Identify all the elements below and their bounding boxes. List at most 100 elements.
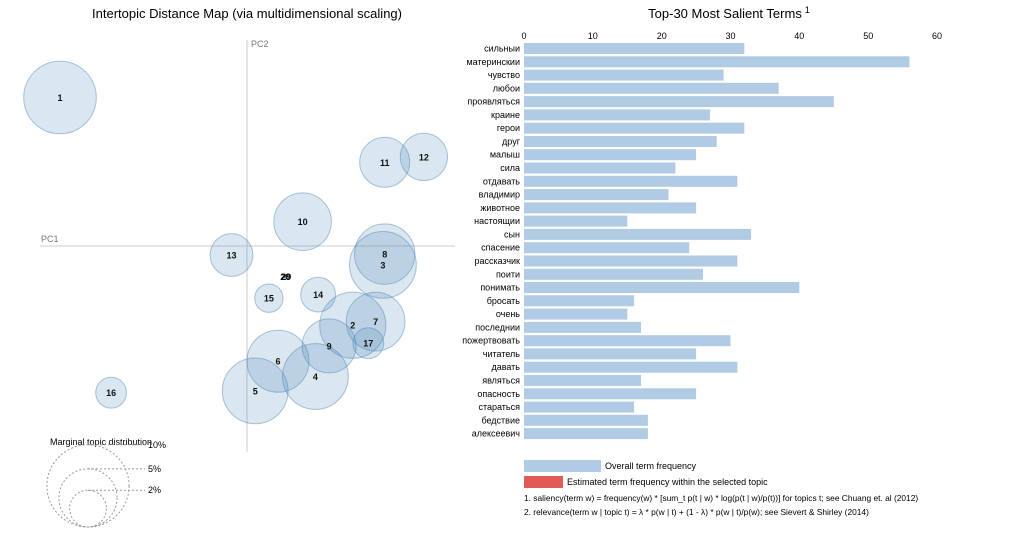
term-bar-спасение[interactable]	[524, 242, 690, 254]
term-label-последнии[interactable]: последнии	[475, 322, 520, 332]
topic-circle-29[interactable]	[283, 274, 289, 279]
topic-label-5[interactable]: 5	[253, 386, 258, 396]
term-bar-опасность[interactable]	[524, 388, 697, 400]
topic-circle-2[interactable]	[319, 291, 387, 359]
term-label-пожертвовать[interactable]: пожертвовать	[462, 336, 520, 346]
term-label-рассказчик[interactable]: рассказчик	[474, 256, 520, 266]
term-label-сын[interactable]: сын	[504, 229, 520, 239]
term-label-настоящии[interactable]: настоящии	[474, 216, 520, 226]
topic-label-3[interactable]: 3	[380, 260, 385, 270]
topic-circle-9[interactable]	[301, 318, 357, 374]
term-bar-друг[interactable]	[524, 136, 717, 147]
topic-label-20[interactable]: 20	[280, 272, 290, 282]
term-bar-понимать[interactable]	[524, 282, 800, 293]
term-label-опасность[interactable]: опасность	[477, 389, 520, 399]
term-label-герои[interactable]: герои	[497, 123, 520, 133]
term-label-алексеевич[interactable]: алексеевич	[472, 429, 521, 439]
topic-circle-5[interactable]	[221, 357, 289, 425]
topic-label-15[interactable]: 15	[264, 294, 274, 304]
term-label-чувство[interactable]: чувство	[488, 70, 520, 80]
topic-label-17[interactable]: 17	[363, 339, 373, 349]
topic-label-14[interactable]: 14	[313, 290, 323, 300]
term-label-отдавать[interactable]: отдавать	[483, 176, 520, 186]
term-bar-сын[interactable]	[524, 228, 752, 240]
topic-label-11[interactable]: 11	[380, 158, 390, 168]
term-label-сильныи[interactable]: сильныи	[484, 44, 520, 54]
topic-circle-11[interactable]	[359, 136, 411, 188]
term-bar-алексеевич[interactable]	[524, 428, 648, 440]
topic-circle-17[interactable]	[352, 327, 385, 360]
topic-circle-6[interactable]	[246, 329, 310, 393]
term-bar-владимир[interactable]	[524, 189, 669, 201]
term-bar-любои[interactable]	[524, 82, 779, 94]
topic-circle-3[interactable]	[349, 231, 417, 299]
term-bar-герои[interactable]	[524, 122, 745, 134]
term-label-владимир[interactable]: владимир	[479, 190, 520, 200]
term-bar-краине[interactable]	[524, 109, 710, 121]
topic-circle-4[interactable]	[282, 343, 349, 410]
term-label-любои[interactable]: любои	[493, 83, 520, 93]
term-bar-поити[interactable]	[524, 268, 703, 280]
term-bar-сила[interactable]	[524, 162, 676, 174]
term-label-понимать[interactable]: понимать	[480, 283, 520, 293]
term-bar-отдавать[interactable]	[524, 175, 738, 187]
topic-label-4[interactable]: 4	[313, 372, 318, 382]
topic-label-6[interactable]: 6	[275, 357, 280, 367]
term-bar-бедствие[interactable]	[524, 414, 648, 426]
topic-circle-7[interactable]	[345, 291, 406, 352]
term-label-являться[interactable]: являться	[482, 376, 520, 386]
topic-circle-10[interactable]	[273, 192, 332, 251]
topic-label-16[interactable]: 16	[106, 388, 116, 398]
topic-circle-8[interactable]	[354, 223, 416, 285]
term-bar-чувство[interactable]	[524, 69, 724, 81]
term-label-краине[interactable]: краине	[491, 110, 520, 120]
term-bar-животное[interactable]	[524, 202, 697, 214]
topic-label-10[interactable]: 10	[298, 217, 308, 227]
term-label-читатель[interactable]: читатель	[483, 349, 521, 359]
term-bar-давать[interactable]	[524, 361, 738, 373]
term-label-животное[interactable]: животное	[480, 203, 520, 213]
term-label-материнскии[interactable]: материнскии	[466, 57, 520, 67]
term-bars[interactable]	[524, 43, 910, 440]
topic-label-2[interactable]: 2	[350, 321, 355, 331]
term-label-спасение[interactable]: спасение	[481, 243, 520, 253]
topic-circle-15[interactable]	[254, 283, 284, 313]
term-label-давать[interactable]: давать	[491, 362, 520, 372]
term-bar-пожертвовать[interactable]	[524, 335, 731, 347]
topic-label-7[interactable]: 7	[373, 317, 378, 327]
topic-circle-13[interactable]	[209, 233, 254, 277]
term-bar-материнскии[interactable]	[524, 56, 910, 68]
term-label-друг[interactable]: друг	[502, 137, 521, 147]
term-bar-проявляться[interactable]	[524, 96, 834, 108]
term-label-проявляться[interactable]: проявляться	[467, 97, 520, 107]
term-label-бедствие[interactable]: бедствие	[481, 415, 520, 425]
term-bar-настоящии[interactable]	[524, 215, 628, 227]
topic-circle-1[interactable]	[23, 60, 97, 135]
topic-label-1[interactable]: 1	[57, 93, 62, 103]
topic-label-9[interactable]: 9	[327, 341, 332, 351]
term-label-бросать[interactable]: бросать	[487, 296, 521, 306]
topic-label-12[interactable]: 12	[419, 152, 429, 162]
term-bar-стараться[interactable]	[524, 401, 635, 413]
topic-label-29[interactable]: 29	[281, 272, 291, 282]
term-label-малыш[interactable]: малыш	[490, 150, 520, 160]
topic-circle-14[interactable]	[300, 276, 337, 313]
topic-circle-12[interactable]	[399, 132, 448, 181]
term-bar-последнии[interactable]	[524, 321, 641, 333]
term-bar-сильныи[interactable]	[524, 43, 745, 54]
topic-circle-16[interactable]	[95, 376, 127, 409]
term-label-сила[interactable]: сила	[500, 163, 520, 173]
term-labels[interactable]: сильныи материнскии чувство любои проявлятьс…	[462, 44, 520, 439]
term-label-очень[interactable]: очень	[496, 309, 520, 319]
term-bar-малыш[interactable]	[524, 149, 697, 161]
term-label-поити[interactable]: поити	[496, 269, 520, 279]
term-bar-рассказчик[interactable]	[524, 255, 738, 267]
term-bar-читатель[interactable]	[524, 348, 697, 360]
topic-label-13[interactable]: 13	[226, 251, 236, 261]
term-label-стараться[interactable]: стараться	[478, 402, 520, 412]
topic-label-8[interactable]: 8	[382, 250, 387, 260]
topic-circle-20[interactable]	[283, 274, 288, 279]
term-bar-бросать[interactable]	[524, 295, 635, 307]
term-bar-являться[interactable]	[524, 375, 641, 386]
term-bar-очень[interactable]	[524, 308, 628, 320]
